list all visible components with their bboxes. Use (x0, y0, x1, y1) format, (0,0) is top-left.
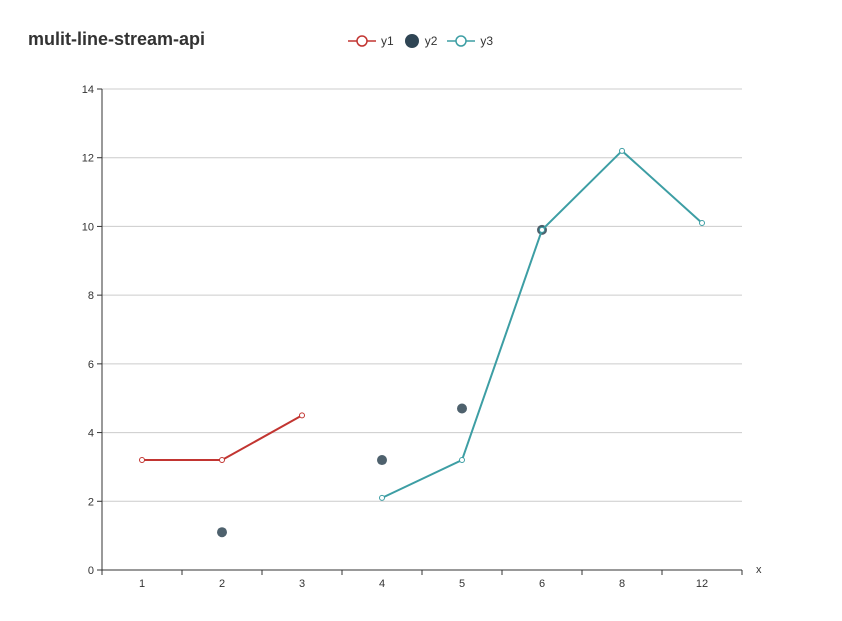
x-axis-label: x (756, 564, 762, 576)
legend-label-y2: y2 (424, 34, 438, 48)
y-tick-label: 2 (88, 496, 94, 508)
y-tick-label: 8 (88, 290, 94, 302)
y-tick-label: 4 (88, 428, 94, 440)
scatter-point-y2 (217, 527, 227, 538)
x-tick-label: 6 (539, 578, 545, 590)
legend-line-marker-icon (348, 35, 376, 47)
legend-label-y3: y3 (480, 34, 494, 48)
series-line-y1 (142, 414, 303, 462)
legend-item-y2[interactable]: y2 (404, 33, 438, 49)
y-tick-label: 0 (88, 565, 94, 577)
legend-dot-marker-icon (404, 34, 419, 48)
data-point-y3 (379, 494, 385, 501)
data-point-y3 (699, 219, 705, 226)
data-point-y3 (619, 147, 625, 154)
x-tick-label: 4 (379, 578, 385, 590)
scatter-point-y2 (377, 455, 387, 466)
data-point-y1 (299, 412, 305, 419)
x-tick-label: 3 (299, 578, 305, 590)
scatter-point-y2 (457, 403, 467, 414)
y-tick-label: 14 (82, 84, 94, 96)
legend-line-marker-icon (447, 35, 476, 47)
y-tick-label: 12 (82, 153, 94, 165)
x-tick-label: 5 (459, 578, 465, 590)
y-tick-label: 6 (88, 359, 94, 371)
y-tick-label: 10 (82, 221, 94, 233)
data-point-y3 (539, 226, 545, 233)
data-point-y1 (139, 457, 145, 464)
x-tick-label: 1 (139, 578, 145, 590)
x-tick-label: 12 (696, 578, 708, 590)
x-tick-label: 8 (619, 578, 625, 590)
series-line-y3 (381, 149, 703, 499)
x-tick-label: 2 (219, 578, 225, 590)
legend-item-y1[interactable]: y1 (348, 34, 394, 48)
legend-item-y3[interactable]: y3 (447, 34, 493, 48)
legend-label-y1: y1 (381, 34, 394, 48)
data-point-y1 (219, 457, 225, 464)
legend: y1 y2 y3 (348, 33, 493, 49)
chart-title: mulit-line-stream-api (28, 29, 206, 49)
data-point-y3 (459, 457, 465, 464)
